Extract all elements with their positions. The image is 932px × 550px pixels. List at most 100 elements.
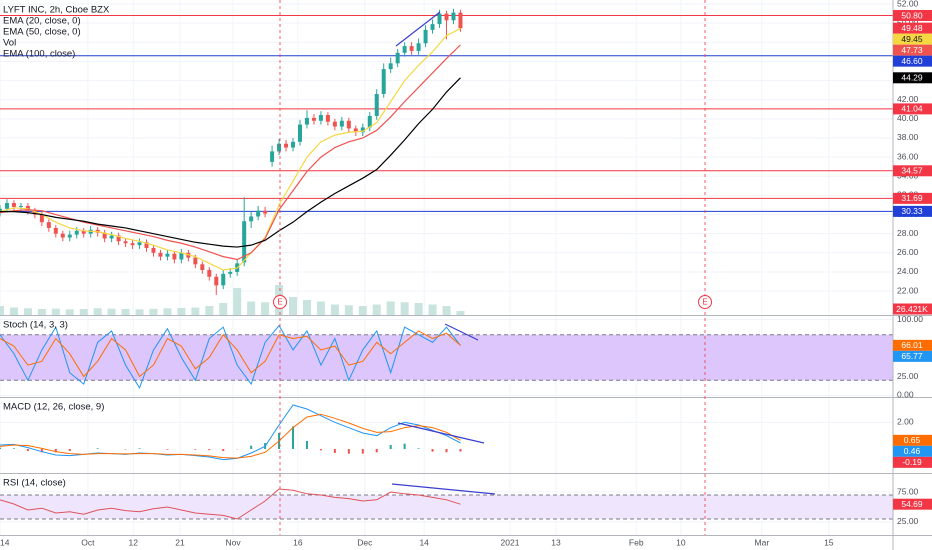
- y-tick-label: 24.00: [897, 266, 919, 276]
- volume-bar: [93, 308, 102, 315]
- y-tick-label: 50.00: [897, 17, 919, 27]
- candle-body: [249, 216, 254, 222]
- candle-body: [367, 115, 372, 128]
- value-label: 34.57: [901, 166, 923, 176]
- candle-body: [346, 120, 351, 129]
- legend-entry: EMA (100, close): [3, 49, 75, 60]
- trend-line: [397, 422, 485, 444]
- value-label: 49.48: [901, 23, 923, 33]
- histogram-bar: [445, 449, 448, 453]
- candle-body: [151, 248, 156, 253]
- candle-body: [53, 227, 58, 234]
- candle-body: [458, 12, 463, 29]
- volume-bar: [219, 303, 228, 315]
- legend-entry: EMA (20, close, 0): [3, 16, 81, 27]
- histogram-bar: [292, 426, 295, 449]
- volume-bar: [177, 307, 186, 315]
- candle-body: [388, 63, 393, 70]
- y-tick-label: 38.00: [897, 132, 919, 142]
- y-tick-label: 25.00: [897, 371, 919, 381]
- x-tick-label: Oct: [81, 537, 95, 547]
- x-tick-label: 12: [129, 537, 139, 547]
- event-marker[interactable]: [273, 295, 287, 309]
- histogram-bar: [361, 449, 364, 454]
- value-label: 0.65: [904, 435, 921, 445]
- candle-body: [437, 13, 442, 25]
- layer: [0, 8, 893, 520]
- y-tick-label: 100.00: [897, 314, 923, 324]
- volume-bar: [302, 300, 311, 315]
- candle-body: [46, 222, 51, 228]
- x-tick-label: Nov: [225, 537, 241, 547]
- ema-line: [0, 27, 461, 271]
- histogram-bar: [138, 448, 141, 449]
- value-label-box: [893, 456, 932, 468]
- y-tick-label: 22.00: [897, 285, 919, 295]
- candle-body: [291, 141, 296, 148]
- candle-body: [228, 271, 233, 274]
- candle-body: [0, 208, 2, 213]
- histogram-bar: [194, 449, 197, 450]
- volume-bar: [0, 306, 4, 315]
- volume-bar: [386, 301, 395, 315]
- volume-bar: [344, 305, 353, 315]
- y-tick-label: 0.00: [897, 390, 914, 400]
- indicator-line: [0, 413, 461, 459]
- candle-body: [81, 230, 86, 234]
- x-tick-label: 2021: [501, 537, 520, 547]
- value-label: 44.29: [901, 73, 923, 83]
- candle-body: [430, 24, 435, 30]
- histogram-bar: [417, 448, 420, 449]
- volume-bar: [456, 311, 465, 315]
- candle-body: [339, 120, 344, 127]
- value-label-box: [893, 350, 932, 362]
- candle-body: [214, 276, 219, 286]
- value-label: 50.80: [901, 10, 923, 20]
- pane-title: LYFT INC, 2h, Cboe BZX: [3, 5, 110, 16]
- x-tick-label: 10: [676, 537, 686, 547]
- candle-body: [200, 264, 205, 271]
- histogram-bar: [333, 449, 336, 453]
- candle-body: [381, 69, 386, 94]
- event-marker[interactable]: [698, 295, 712, 309]
- candle-body: [374, 93, 379, 116]
- value-label: 65.77: [901, 351, 923, 361]
- value-label-box: [893, 33, 932, 45]
- volume-bar: [247, 301, 256, 315]
- histogram-bar: [459, 449, 462, 452]
- value-label-box: [893, 165, 932, 177]
- histogram-bar: [319, 449, 322, 451]
- value-label-box: [893, 10, 932, 22]
- candle-body: [74, 230, 79, 235]
- histogram-bar: [208, 449, 211, 451]
- candle-body: [395, 52, 400, 64]
- x-tick-label: 13: [551, 537, 561, 547]
- value-label-box: [893, 44, 932, 56]
- y-tick-label: 28.00: [897, 228, 919, 238]
- histogram-bar: [166, 449, 169, 450]
- value-label-box: [893, 55, 932, 67]
- candle-body: [297, 124, 302, 142]
- volume-bar: [289, 297, 298, 315]
- value-label-box: [893, 192, 932, 204]
- histogram-bar: [68, 449, 71, 451]
- candle-body: [137, 242, 142, 246]
- volume-bar: [23, 308, 32, 315]
- y-tick-label: 26.00: [897, 247, 919, 257]
- candle-body: [284, 143, 289, 148]
- value-label: 41.04: [901, 104, 923, 114]
- x-tick-label: Feb: [629, 537, 644, 547]
- histogram-bar: [347, 449, 350, 454]
- candle-body: [158, 252, 163, 257]
- y-tick-label: 42.00: [897, 94, 919, 104]
- volume-bar: [121, 309, 130, 315]
- candle-body: [123, 241, 128, 244]
- indicator-line: [0, 324, 461, 390]
- event-label[interactable]: E: [702, 298, 707, 307]
- pane-title: RSI (14, close): [3, 478, 66, 489]
- volume-bar: [205, 306, 214, 315]
- event-label[interactable]: E: [277, 298, 282, 307]
- y-tick-label: 75.00: [897, 486, 919, 496]
